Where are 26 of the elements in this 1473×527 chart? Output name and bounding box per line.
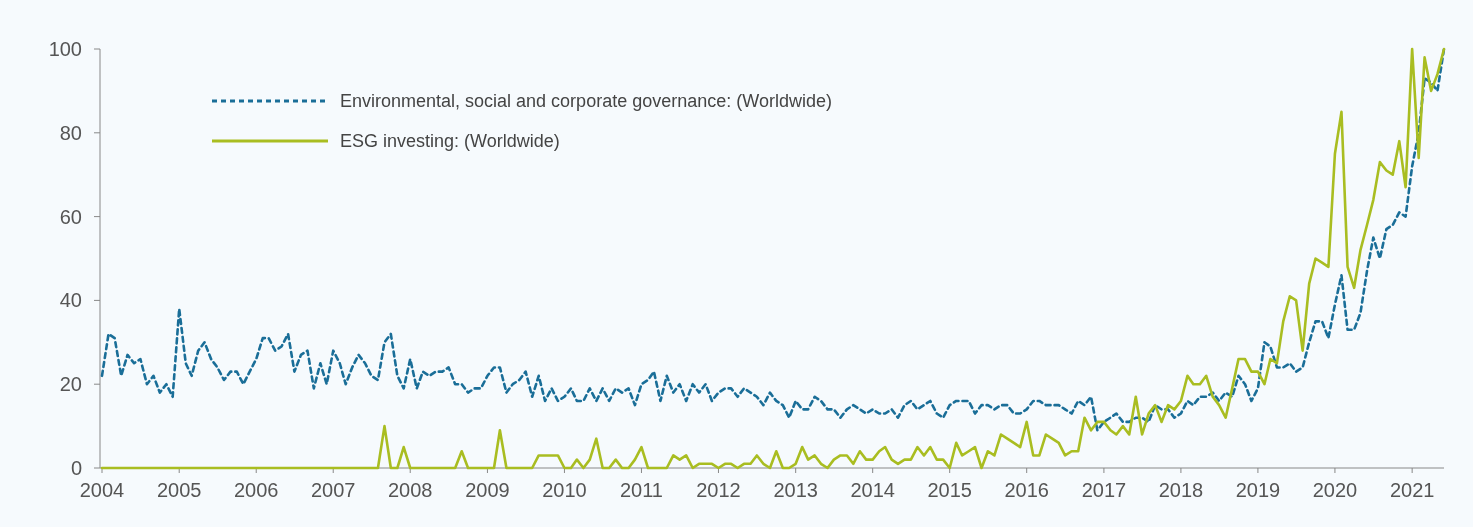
x-tick-label: 2017 (1081, 479, 1127, 501)
x-tick-label: 2010 (542, 479, 587, 501)
legend-label: Environmental, social and corporate governance: (Worldwide) (340, 91, 832, 112)
x-tick-label: 2019 (1235, 479, 1281, 501)
x-tick-label: 2009 (465, 479, 510, 501)
y-tick-label: 40 (59, 289, 82, 312)
y-tick-label: 80 (59, 121, 82, 144)
x-tick-label: 2005 (156, 479, 202, 501)
y-tick-label: 100 (48, 38, 82, 60)
x-tick-label: 2004 (79, 479, 125, 501)
y-tick-label: 0 (70, 457, 82, 479)
x-tick-label: 2006 (233, 479, 279, 501)
x-tick-label: 2014 (850, 479, 895, 501)
x-tick-label: 2020 (1312, 479, 1358, 501)
x-tick-label: 2018 (1158, 479, 1204, 501)
x-tick-label: 2008 (387, 479, 433, 501)
x-tick-label: 2015 (927, 479, 972, 501)
x-tick-label: 2007 (310, 479, 356, 501)
x-tick-label: 2013 (773, 479, 818, 501)
y-tick-label: 60 (59, 205, 82, 228)
x-tick-label: 2011 (619, 479, 663, 501)
y-tick-label: 20 (59, 373, 82, 396)
x-tick-label: 2021 (1389, 479, 1435, 501)
x-tick-label: 2012 (696, 479, 741, 501)
legend-label: ESG investing: (Worldwide) (340, 131, 560, 152)
x-tick-label: 2016 (1004, 479, 1049, 501)
